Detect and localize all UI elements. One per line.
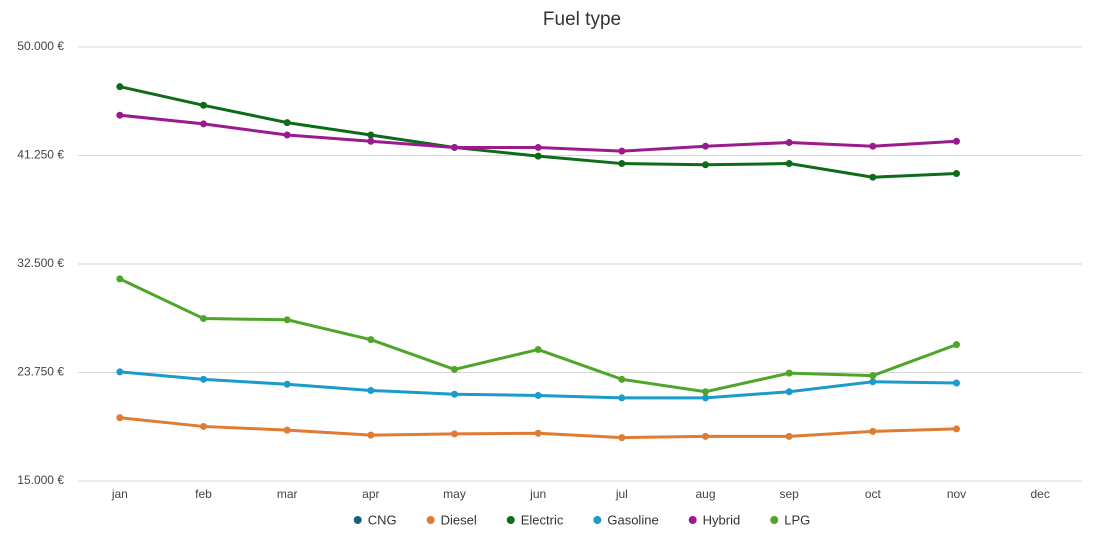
point	[953, 425, 960, 433]
point	[869, 142, 877, 150]
point	[283, 380, 291, 388]
legend-marker	[688, 516, 697, 524]
legend-marker	[593, 516, 602, 524]
point	[702, 161, 709, 169]
point	[618, 375, 626, 383]
point	[702, 142, 709, 150]
point	[869, 372, 877, 380]
point	[200, 101, 207, 109]
point	[702, 388, 709, 396]
x-tick-label: dec	[1030, 487, 1049, 501]
point	[953, 379, 960, 387]
point	[953, 341, 960, 349]
y-tick-label: 50.000 €	[17, 39, 64, 53]
x-tick-label: feb	[195, 487, 212, 501]
point	[367, 386, 375, 394]
point	[116, 368, 124, 376]
point	[451, 143, 458, 151]
point	[367, 336, 375, 344]
x-tick-label: may	[443, 487, 466, 501]
point	[618, 160, 626, 168]
point	[869, 427, 877, 435]
point	[200, 422, 207, 430]
x-tick-label: sep	[779, 487, 799, 501]
point	[785, 432, 793, 440]
point	[116, 83, 124, 91]
point	[534, 143, 542, 151]
point	[200, 315, 207, 323]
x-tick-label: jan	[111, 487, 128, 501]
legend-label: CNG	[368, 512, 397, 527]
x-tick-label: aug	[695, 487, 715, 501]
x-tick-label: jun	[529, 487, 546, 501]
y-tick-label: 15.000 €	[17, 473, 64, 487]
legend-label: Electric	[521, 512, 564, 527]
point	[283, 426, 291, 434]
point	[869, 378, 877, 386]
point	[618, 394, 626, 402]
y-tick-label: 32.500 €	[17, 256, 64, 270]
legend-marker	[353, 516, 362, 524]
legend-label: LPG	[784, 512, 810, 527]
legend-label: Gasoline	[607, 512, 658, 527]
series-line	[119, 277, 958, 394]
legend-label: Diesel	[441, 512, 477, 527]
point	[534, 429, 542, 437]
point	[116, 275, 124, 283]
point	[200, 375, 207, 383]
point	[618, 147, 626, 155]
chart-title: Fuel type	[543, 9, 621, 30]
point	[785, 160, 793, 168]
point	[200, 120, 207, 128]
point	[785, 138, 793, 146]
point	[367, 137, 375, 145]
y-tick-label: 41.250 €	[17, 148, 64, 162]
legend-marker	[426, 516, 435, 524]
point	[451, 365, 458, 373]
legend-label: Hybrid	[703, 512, 741, 527]
x-tick-label: apr	[362, 487, 379, 501]
point	[953, 137, 960, 145]
point	[116, 111, 124, 119]
series-line	[119, 85, 957, 179]
point	[534, 346, 542, 354]
point	[451, 390, 458, 398]
point	[283, 316, 291, 324]
point	[116, 414, 124, 422]
y-tick-label: 23.750 €	[17, 365, 64, 379]
point	[785, 369, 793, 377]
point	[785, 388, 793, 396]
point	[283, 119, 291, 127]
point	[618, 434, 626, 442]
x-tick-label: mar	[277, 487, 298, 501]
legend-marker	[506, 516, 515, 524]
point	[367, 431, 375, 439]
x-tick-label: oct	[865, 487, 882, 501]
point	[953, 169, 960, 177]
legend-marker	[770, 516, 779, 524]
point	[869, 173, 877, 181]
point	[451, 430, 458, 438]
x-tick-label: nov	[947, 487, 966, 501]
point	[534, 391, 542, 399]
x-tick-label: jul	[615, 487, 628, 501]
point	[283, 131, 291, 139]
point	[534, 152, 542, 160]
point	[367, 131, 375, 139]
point	[702, 394, 709, 402]
point	[702, 432, 709, 440]
